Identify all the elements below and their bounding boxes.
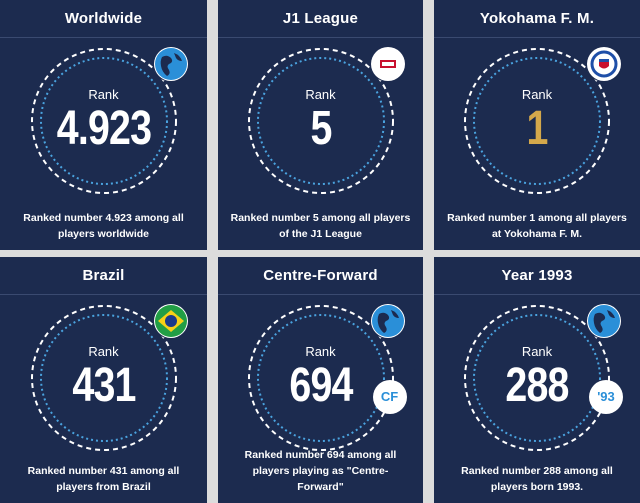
rank-label: Rank bbox=[521, 87, 553, 102]
rank-description: Ranked number 1 among all players at Yok… bbox=[447, 212, 627, 240]
card-title: Centre-Forward bbox=[218, 257, 423, 295]
rank-card-club: Yokohama F. M. Rank 1 Ranked number 1 am… bbox=[434, 0, 640, 250]
position-tag: CF bbox=[372, 380, 407, 414]
rank-ring: Rank 1 bbox=[461, 45, 621, 197]
rank-value: 431 bbox=[71, 359, 136, 412]
rank-description: Ranked number 288 among all players born… bbox=[461, 465, 613, 493]
league-logo-icon bbox=[370, 47, 405, 81]
card-title: Worldwide bbox=[0, 0, 207, 38]
rank-value: 1 bbox=[526, 102, 548, 155]
rank-description: Ranked number 5 among all players of the… bbox=[230, 212, 411, 240]
rank-description: Ranked number 694 among all players play… bbox=[244, 449, 397, 493]
globe-icon bbox=[153, 47, 188, 81]
ring-graphic bbox=[247, 48, 394, 194]
rank-card-year: Year 1993 Rank 288 '93 Ranked number 288… bbox=[434, 257, 640, 503]
rank-description: Ranked number 4.923 among all players wo… bbox=[23, 212, 184, 240]
rank-card-worldwide: Worldwide Rank 4.923 Ranked number 4.923… bbox=[0, 0, 207, 250]
rank-card-league: J1 League Rank 5 Ranked number 5 among a… bbox=[218, 0, 423, 250]
rank-label: Rank bbox=[88, 344, 119, 359]
ring-graphic bbox=[30, 305, 177, 451]
rank-description: Ranked number 431 among all players from… bbox=[27, 465, 180, 493]
rank-ring: Rank 288 '93 bbox=[461, 302, 623, 454]
rank-card-position: Centre-Forward Rank 694 CF Ranked number… bbox=[218, 257, 423, 503]
ring-graphic bbox=[247, 305, 394, 451]
rank-value: 4.923 bbox=[56, 102, 151, 155]
rank-ring: Rank 4.923 bbox=[28, 45, 188, 197]
brazil-flag-icon bbox=[153, 304, 188, 338]
rank-label: Rank bbox=[88, 87, 119, 102]
ring-graphic bbox=[30, 48, 177, 194]
club-crest-icon bbox=[587, 47, 621, 81]
rank-label: Rank bbox=[305, 87, 336, 102]
rank-card-country: Brazil Rank 431 Ranked number 431 among … bbox=[0, 257, 207, 503]
card-title: Brazil bbox=[0, 257, 207, 295]
rank-value: 288 bbox=[505, 359, 569, 412]
card-title: Yokohama F. M. bbox=[434, 0, 640, 38]
rank-value: 5 bbox=[309, 102, 332, 155]
rank-label: Rank bbox=[305, 344, 336, 359]
rank-value: 694 bbox=[288, 359, 353, 412]
card-title: Year 1993 bbox=[434, 257, 640, 295]
globe-icon bbox=[587, 304, 621, 338]
card-title: J1 League bbox=[218, 0, 423, 38]
rank-ring: Rank 5 bbox=[245, 45, 405, 197]
year-tag: '93 bbox=[589, 380, 623, 414]
rank-ring: Rank 694 CF bbox=[245, 302, 407, 454]
globe-icon bbox=[370, 304, 405, 338]
ring-graphic bbox=[464, 48, 610, 194]
rank-ring: Rank 431 bbox=[28, 302, 188, 454]
rank-label: Rank bbox=[521, 344, 553, 359]
ring-graphic bbox=[464, 305, 610, 451]
